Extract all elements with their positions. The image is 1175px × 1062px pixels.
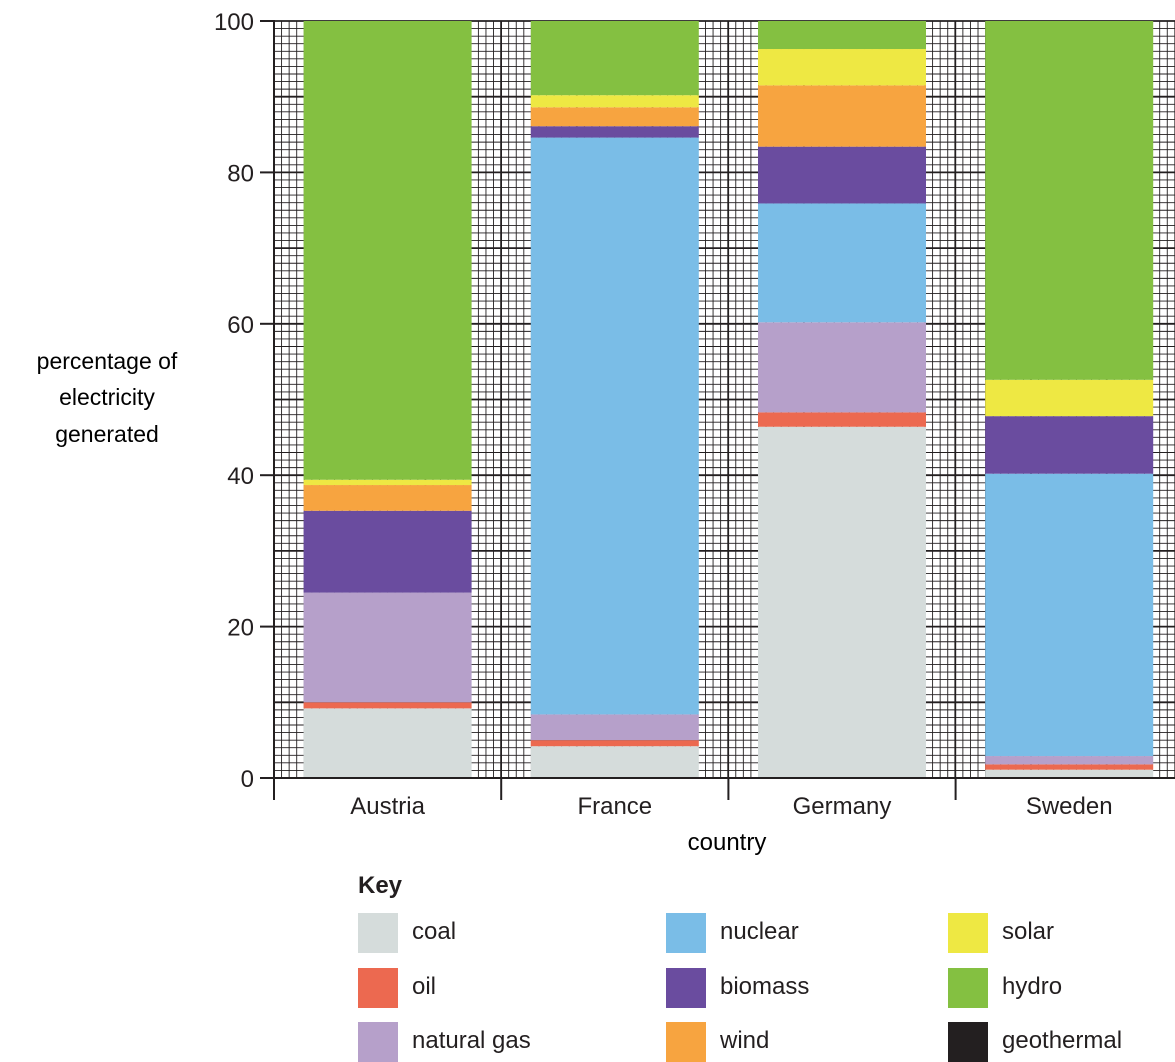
bar-segment-france-wind — [530, 107, 699, 127]
bar-segment-austria-natural-gas — [303, 592, 472, 703]
y-tick-label: 40 — [227, 463, 254, 490]
x-axis-label: country — [688, 829, 767, 856]
legend-label: oil — [412, 973, 437, 1000]
bar-segment-germany-biomass — [758, 146, 926, 204]
bar-segment-austria-coal — [303, 708, 472, 778]
bar-segment-austria-oil — [303, 702, 472, 709]
bar-segment-france-oil — [530, 740, 699, 747]
bar-segment-france-hydro — [530, 21, 699, 96]
legend-swatch — [948, 1022, 988, 1062]
legend-swatch — [666, 968, 706, 1008]
legend-title: Key — [358, 872, 403, 899]
bar-segment-france-natural-gas — [530, 714, 699, 741]
bar-segment-sweden-oil — [985, 764, 1154, 770]
bar-segment-sweden-biomass — [985, 416, 1154, 474]
legend-swatch — [358, 968, 398, 1008]
legend-label: coal — [412, 918, 457, 945]
legend-label: nuclear — [720, 918, 799, 945]
legend-label: natural gas — [412, 1027, 531, 1054]
y-tick-label: 20 — [227, 615, 254, 642]
bar-segment-germany-coal — [758, 426, 926, 778]
bar-segment-austria-solar — [303, 479, 472, 486]
bar-segment-sweden-solar — [985, 379, 1154, 417]
bar-segment-france-solar — [530, 95, 699, 108]
legend-swatch — [358, 1022, 398, 1062]
bar-segment-germany-hydro — [758, 21, 926, 50]
bar-segment-germany-wind — [758, 85, 926, 147]
y-tick-label: 100 — [214, 9, 254, 36]
bar-segment-sweden-nuclear — [985, 473, 1154, 757]
legend-swatch — [358, 913, 398, 953]
bar-segment-sweden-hydro — [985, 21, 1154, 380]
y-axis-label-line-2: electricity — [59, 384, 155, 410]
x-tick-label: Austria — [350, 793, 425, 820]
legend-label: wind — [720, 1027, 770, 1054]
chart-labels: 0 20 40 60 80 100 Austria France Germany Sweden — [214, 9, 1113, 820]
y-tick-label: 60 — [227, 312, 254, 339]
bar-segment-austria-wind — [303, 485, 472, 511]
x-tick-label: Germany — [793, 793, 892, 820]
bar-segment-france-nuclear — [530, 137, 699, 715]
bar-segment-france-coal — [530, 746, 699, 778]
y-tick-label: 0 — [241, 766, 254, 793]
bar-segment-austria-biomass — [303, 510, 472, 593]
bar-segment-germany-oil — [758, 412, 926, 427]
legend-label: solar — [1002, 918, 1055, 945]
bar-segment-germany-nuclear — [758, 203, 926, 323]
legend-label: geothermal — [1002, 1027, 1123, 1054]
x-tick-label: Sweden — [1026, 793, 1113, 820]
legend: Key coal oil natural gas nuclear biomass wind… — [358, 858, 1158, 1062]
bar-segment-germany-natural-gas — [758, 322, 926, 413]
legend-swatch — [948, 913, 988, 953]
y-axis-label-line-1: percentage of — [37, 348, 178, 374]
bar-segment-germany-solar — [758, 49, 926, 86]
legend-label: hydro — [1002, 973, 1063, 1000]
legend-swatch — [948, 968, 988, 1008]
chart-axes — [260, 20, 1175, 800]
bar-segment-sweden-coal — [985, 769, 1154, 778]
legend-swatch — [666, 913, 706, 953]
bar-segment-france-biomass — [530, 126, 699, 138]
x-tick-label: France — [577, 793, 652, 820]
chart-bars — [303, 21, 1154, 778]
y-axis-label-line-3: generated — [55, 421, 159, 447]
legend-swatch — [666, 1022, 706, 1062]
bar-segment-austria-hydro — [303, 21, 472, 480]
legend-label: biomass — [720, 973, 810, 1000]
y-tick-label: 80 — [227, 160, 254, 187]
bar-segment-sweden-natural-gas — [985, 756, 1154, 765]
